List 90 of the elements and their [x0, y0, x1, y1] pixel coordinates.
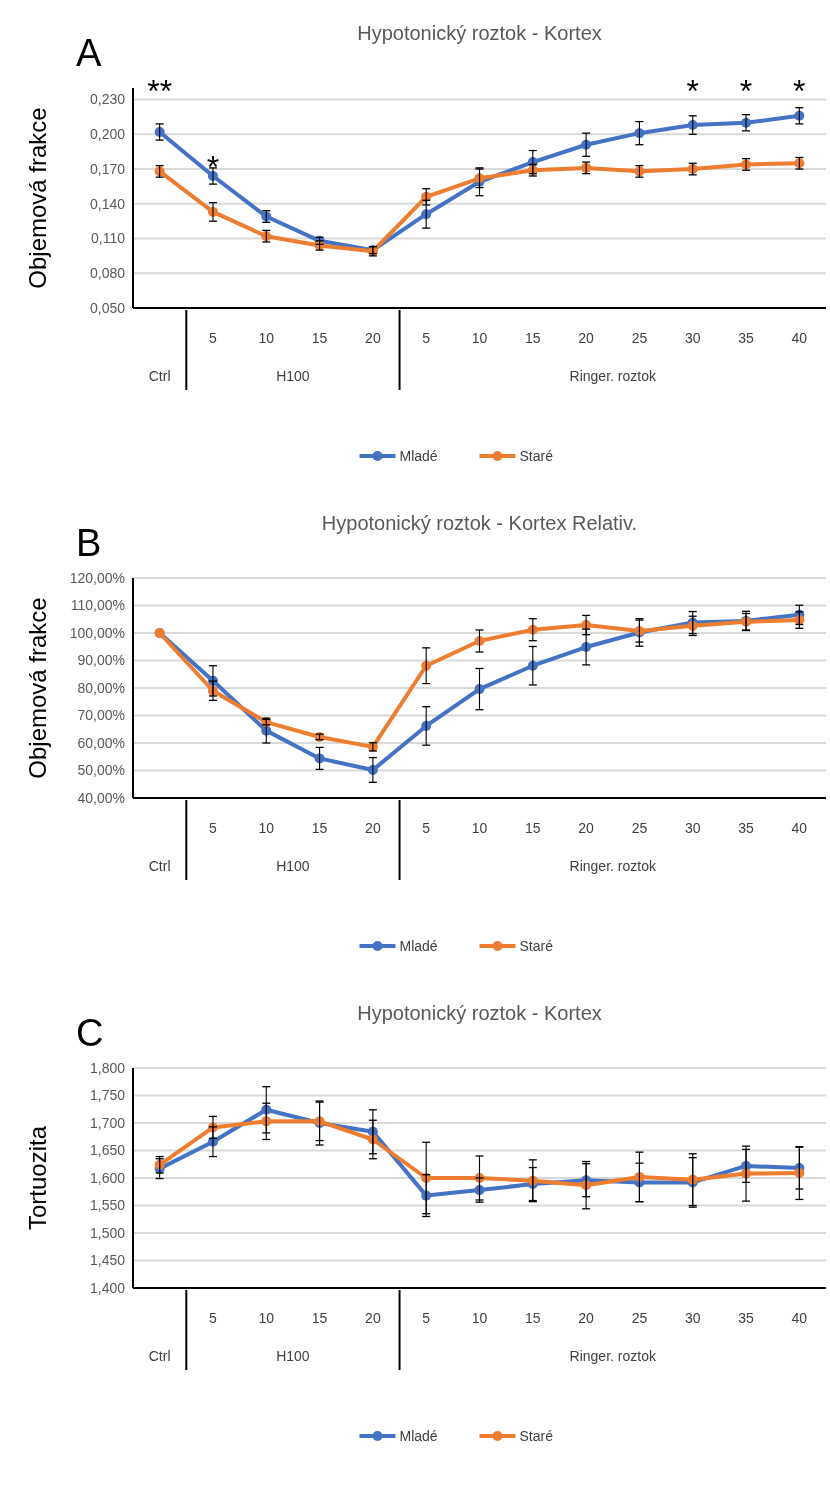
x-tick-label: 10 — [258, 329, 275, 346]
x-tick-label: 20 — [365, 819, 381, 836]
x-tick-label: 5 — [209, 819, 218, 836]
x-tick-label: 40 — [791, 329, 808, 346]
chart-title: Hypotonický roztok - Kortex — [357, 22, 602, 44]
x-tick-label: 10 — [471, 819, 488, 836]
x-tick-label: 20 — [578, 819, 595, 836]
chart-title: Hypotonický roztok - Kortex Relativ. — [321, 512, 638, 534]
annotation: * — [206, 148, 220, 185]
y-tick-label: 60,00% — [77, 734, 125, 751]
x-tick-label: 10 — [471, 1309, 488, 1326]
x-tick-label: 20 — [365, 1309, 381, 1326]
legend-label: Staré — [519, 447, 554, 464]
x-tick-label: 15 — [311, 1309, 328, 1326]
y-tick-label: 1,600 — [89, 1169, 126, 1186]
x-tick-label: 40 — [791, 819, 808, 836]
annotation: * — [793, 73, 806, 109]
legend-label: Mladé — [399, 1427, 438, 1444]
x-tick-label: 20 — [365, 329, 381, 346]
text: Ctrl — [148, 857, 171, 874]
x-tick-label: 5 — [209, 1309, 218, 1326]
x-tick-label: 20 — [578, 1309, 595, 1326]
annotation: ** — [147, 73, 173, 109]
x-tick-label: 15 — [525, 329, 541, 346]
y-tick-label: 90,00% — [77, 652, 125, 669]
y-tick-label: 1,400 — [89, 1279, 126, 1296]
legend-label: Staré — [519, 1427, 554, 1444]
text: Ringer. roztok — [569, 1347, 657, 1364]
y-tick-label: 100,00% — [69, 624, 125, 641]
text: H100 — [276, 367, 310, 384]
y-tick-label: 1,450 — [89, 1252, 126, 1269]
y-tick-label: 1,500 — [89, 1224, 126, 1241]
x-tick-label: 25 — [631, 819, 648, 836]
y-tick-label: 1,800 — [89, 1059, 126, 1076]
y-tick-label: 1,700 — [89, 1114, 126, 1131]
x-tick-label: 10 — [258, 819, 275, 836]
y-tick-label: 0,080 — [89, 265, 126, 282]
y-tick-label: 1,550 — [89, 1197, 126, 1214]
y-axis-title: Tortuozita — [24, 1125, 51, 1231]
x-tick-label: 15 — [311, 329, 328, 346]
y-axis-title: Objemová frakce — [24, 597, 51, 779]
x-tick-label: 5 — [422, 1309, 431, 1326]
x-tick-label: 5 — [422, 819, 431, 836]
y-tick-label: 1,650 — [89, 1142, 126, 1159]
x-tick-label: 35 — [738, 819, 755, 836]
text: Ctrl — [148, 1347, 171, 1364]
y-tick-label: 120,00% — [69, 569, 125, 586]
y-tick-label: 80,00% — [77, 679, 125, 696]
legend-label: Staré — [519, 937, 554, 954]
x-tick-label: 10 — [258, 1309, 275, 1326]
y-tick-label: 0,230 — [89, 91, 126, 108]
x-tick-label: 15 — [525, 1309, 541, 1326]
y-tick-label: 0,140 — [89, 195, 126, 212]
x-tick-label: 30 — [684, 819, 701, 836]
x-tick-label: 35 — [738, 329, 755, 346]
y-tick-label: 1,750 — [89, 1087, 126, 1104]
x-tick-label: 20 — [578, 329, 595, 346]
x-tick-label: 30 — [684, 1309, 701, 1326]
x-tick-label: 15 — [525, 819, 541, 836]
x-tick-label: 25 — [631, 1309, 648, 1326]
y-tick-label: 0,050 — [89, 299, 126, 316]
y-tick-label: 0,170 — [89, 160, 126, 177]
text: Ctrl — [148, 367, 171, 384]
text: C — [76, 1012, 104, 1054]
annotation: * — [686, 73, 699, 109]
y-tick-label: 0,110 — [91, 230, 126, 247]
y-tick-label: 50,00% — [77, 762, 125, 779]
y-axis-title: Objemová frakce — [24, 107, 51, 289]
x-tick-label: 30 — [684, 329, 701, 346]
x-tick-label: 5 — [209, 329, 218, 346]
x-tick-label: 35 — [738, 1309, 755, 1326]
x-tick-label: 15 — [311, 819, 328, 836]
text: Ringer. roztok — [569, 857, 657, 874]
annotation: * — [739, 73, 753, 109]
chart-title: Hypotonický roztok - Kortex — [357, 1002, 602, 1024]
x-tick-label: 5 — [422, 329, 431, 346]
legend-label: Mladé — [399, 937, 438, 954]
legend-label: Mladé — [399, 447, 438, 464]
x-tick-label: 10 — [471, 329, 488, 346]
y-tick-label: 110,00% — [70, 597, 125, 614]
x-tick-label: 40 — [791, 1309, 808, 1326]
x-tick-label: 25 — [631, 329, 648, 346]
text: Ringer. roztok — [569, 367, 657, 384]
y-tick-label: 0,200 — [89, 126, 126, 143]
text: H100 — [276, 1347, 310, 1364]
text: H100 — [276, 857, 310, 874]
text: B — [76, 522, 102, 564]
y-tick-label: 70,00% — [77, 707, 125, 724]
text: A — [76, 32, 102, 74]
y-tick-label: 40,00% — [77, 789, 125, 806]
